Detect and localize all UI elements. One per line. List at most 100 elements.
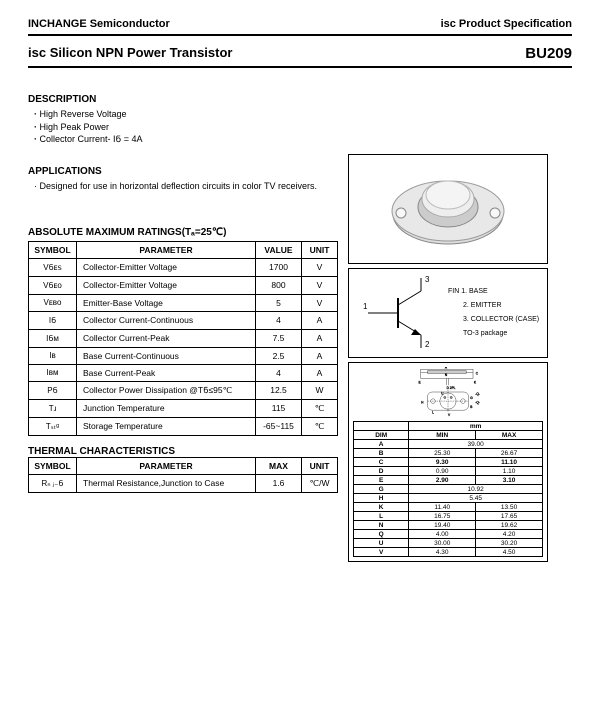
dim-row: K11.4013.50 [354, 503, 543, 512]
amr-unit: A [302, 311, 338, 329]
svg-text:E: E [418, 380, 420, 384]
amr-val: 2.5 [256, 347, 302, 364]
amr-unit: V [302, 258, 338, 276]
dimension-drawing: A N C E K D 2PL U L G B -Q- -Q- [348, 362, 548, 562]
product-title: isc Silicon NPN Power Transistor [28, 45, 232, 62]
dim-row: H5.45 [354, 494, 543, 503]
amr-val: -65~115 [256, 417, 302, 435]
amr-row: TɹJunction Temperature115℃ [29, 399, 338, 417]
svg-text:-Q-: -Q- [475, 400, 480, 404]
amr-row: TₛₜᵍStorage Temperature-65~115℃ [29, 417, 338, 435]
amr-unit: W [302, 381, 338, 399]
thermal-heading: THERMAL CHARACTERISTICS [28, 446, 338, 457]
thermal-param: Thermal Resistance,Junction to Case [77, 474, 256, 492]
dim-row: D0.901.10 [354, 467, 543, 476]
company-name: INCHANGE Semiconductor [28, 18, 170, 30]
thermal-unit: ℃/W [302, 474, 338, 492]
amr-param: Base Current-Peak [77, 364, 256, 381]
right-column: 1 2 3 FIN 1. BASE 2. EMITTER 3. COLLECTO… [348, 154, 548, 566]
dim-row: V4.304.50 [354, 548, 543, 557]
dim-row: A39.00 [354, 440, 543, 449]
svg-text:B: B [470, 405, 472, 409]
dim-row: U30.0030.20 [354, 539, 543, 548]
amr-sym: PᲜ [29, 381, 77, 399]
thermal-row: Rₙ ⱼ₋Ნ Thermal Resistance,Junction to Ca… [29, 474, 338, 492]
transistor-symbol-icon: 1 2 3 FIN 1. BASE 2. EMITTER 3. COLLECTO… [353, 273, 543, 353]
svg-text:G: G [470, 396, 473, 400]
dim-row: E2.903.10 [354, 476, 543, 485]
svg-text:H: H [421, 400, 424, 404]
amr-sym: VᲜᴇꜱ [29, 258, 77, 276]
amr-param: Base Current-Continuous [77, 347, 256, 364]
spec-label: isc Product Specification [441, 18, 572, 30]
col-value: VALUE [256, 241, 302, 258]
amr-unit: A [302, 347, 338, 364]
desc-item: Collector Current- IᲜ = 4A [34, 133, 338, 146]
amr-param: Collector-Emitter Voltage [77, 276, 256, 294]
thermal-section: THERMAL CHARACTERISTICS SYMBOL PARAMETER… [28, 446, 338, 493]
amr-param: Storage Temperature [77, 417, 256, 435]
amr-row: IᲜᴍCollector Current-Peak7.5A [29, 329, 338, 347]
thermal-sym: Rₙ ⱼ₋Ნ [29, 474, 77, 492]
desc-item: High Reverse Voltage [34, 108, 338, 121]
amr-val: 12.5 [256, 381, 302, 399]
amr-heading: ABSOLUTE MAXIMUM RATINGS(Tₐ=25℃) [28, 227, 338, 238]
part-number: BU209 [525, 45, 572, 62]
pinout-diagram: 1 2 3 FIN 1. BASE 2. EMITTER 3. COLLECTO… [348, 268, 548, 358]
amr-sym: Iʙ [29, 347, 77, 364]
amr-val: 1700 [256, 258, 302, 276]
svg-text:3. COLLECTOR (CASE): 3. COLLECTOR (CASE) [463, 316, 539, 323]
svg-text:1: 1 [363, 302, 368, 311]
col-unit: UNIT [302, 241, 338, 258]
svg-text:N: N [445, 373, 448, 377]
amr-val: 4 [256, 364, 302, 381]
dim-row: B25.3026.67 [354, 449, 543, 458]
amr-row: VᲜᴇꜱCollector-Emitter Voltage1700V [29, 258, 338, 276]
amr-sym: VᲜᴇᴏ [29, 276, 77, 294]
desc-item: High Peak Power [34, 121, 338, 134]
amr-param: Collector Current-Continuous [77, 311, 256, 329]
amr-sym: Vᴇʙᴏ [29, 294, 77, 311]
col-symbol: SYMBOL [29, 241, 77, 258]
package-photo [348, 154, 548, 264]
amr-param: Collector-Emitter Voltage [77, 258, 256, 276]
tcol-max: MAX [256, 457, 302, 474]
amr-row: VᲜᴇᴏCollector-Emitter Voltage800V [29, 276, 338, 294]
svg-text:K: K [474, 380, 477, 384]
amr-row: VᴇʙᴏEmitter-Base Voltage5V [29, 294, 338, 311]
amr-param: Emitter-Base Voltage [77, 294, 256, 311]
dim-row: C9.3011.10 [354, 458, 543, 467]
thermal-table: SYMBOL PARAMETER MAX UNIT Rₙ ⱼ₋Ნ Thermal… [28, 457, 338, 493]
svg-text:2: 2 [425, 340, 430, 349]
dim-row: L16.7517.65 [354, 512, 543, 521]
amr-val: 4 [256, 311, 302, 329]
amr-val: 5 [256, 294, 302, 311]
amr-unit: V [302, 276, 338, 294]
amr-val: 7.5 [256, 329, 302, 347]
svg-text:A: A [445, 367, 448, 369]
svg-text:L: L [432, 410, 434, 414]
amr-row: PᲜCollector Power Dissipation @TᲜ≤95℃12.… [29, 381, 338, 399]
dim-col-dim: DIM [354, 431, 409, 440]
amr-sym: IᲜᴍ [29, 329, 77, 347]
amr-sym: Tɹ [29, 399, 77, 417]
amr-val: 800 [256, 276, 302, 294]
applications-section: APPLICATIONS · Designed for use in horiz… [28, 166, 338, 192]
dim-row: N19.4019.62 [354, 521, 543, 530]
applications-text: · Designed for use in horizontal deflect… [28, 180, 338, 192]
to3-outline-icon: A N C E K D 2PL U L G B -Q- -Q- [353, 367, 543, 417]
amr-param: Junction Temperature [77, 399, 256, 417]
amr-param: Collector Power Dissipation @TᲜ≤95℃ [77, 381, 256, 399]
amr-section: ABSOLUTE MAXIMUM RATINGS(Tₐ=25℃) SYMBOL … [28, 227, 338, 436]
description-heading: DESCRIPTION [28, 94, 338, 105]
description-section: DESCRIPTION High Reverse Voltage High Pe… [28, 94, 338, 146]
dim-col-min: MIN [409, 431, 476, 440]
svg-text:FIN 1. BASE: FIN 1. BASE [448, 288, 488, 295]
dim-unit: mm [409, 422, 543, 431]
amr-sym: Iʙᴍ [29, 364, 77, 381]
dimension-table: mm DIM MIN MAX A39.00B25.3026.67C9.3011.… [353, 421, 543, 557]
svg-text:-Q-: -Q- [475, 392, 480, 396]
amr-unit: V [302, 294, 338, 311]
tcol-parameter: PARAMETER [77, 457, 256, 474]
amr-val: 115 [256, 399, 302, 417]
